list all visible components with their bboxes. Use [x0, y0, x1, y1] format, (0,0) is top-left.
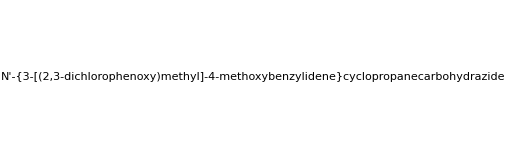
Text: N'-{3-[(2,3-dichlorophenoxy)methyl]-4-methoxybenzylidene}cyclopropanecarbohydraz: N'-{3-[(2,3-dichlorophenoxy)methyl]-4-me… [1, 72, 504, 82]
